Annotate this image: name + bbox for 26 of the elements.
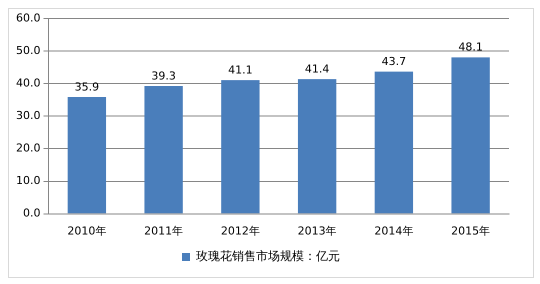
bar [221,80,260,214]
legend-label: 玫瑰花销售市场规模：亿元 [196,249,340,264]
x-tick-label: 2014年 [374,224,414,238]
bar [298,79,336,214]
y-tick-label: 60.0 [16,11,40,24]
bar [68,97,106,214]
data-label: 43.7 [382,54,406,68]
y-tick-label: 50.0 [16,44,40,57]
data-label: 41.4 [304,62,330,76]
x-tick-label: 2010年 [67,224,106,238]
bar [374,72,414,214]
x-tick-label: 2011年 [144,224,184,238]
bar [451,57,490,214]
x-tick-label: 2015年 [451,224,490,238]
y-tick-label: 30.0 [16,109,40,122]
bar [144,86,183,214]
x-tick-label: 2012年 [220,224,260,238]
data-label: 35.9 [74,80,100,94]
y-tick-label: 10.0 [16,174,40,188]
y-tick-label: 40.0 [16,76,40,90]
data-label: 41.1 [228,63,253,76]
y-tick-label: 20.0 [16,142,40,155]
x-tick-label: 2013年 [298,224,337,238]
y-tick-label: 0.0 [22,206,40,220]
data-label: 39.3 [151,69,176,82]
data-label: 48.1 [458,40,483,54]
